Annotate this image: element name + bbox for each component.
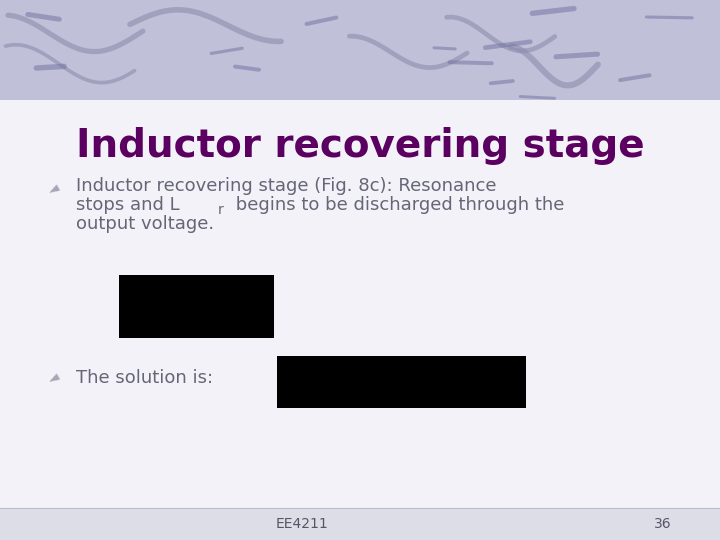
Text: ◄: ◄ (46, 180, 62, 198)
Bar (0, 70, 720, 508)
Text: ◄: ◄ (46, 369, 62, 387)
Text: begins to be discharged through the: begins to be discharged through the (230, 196, 564, 214)
Text: r: r (217, 203, 223, 217)
Text: 36: 36 (654, 517, 671, 531)
Bar (277, 356, 526, 408)
Text: Inductor recovering stage (Fig. 8c): Resonance: Inductor recovering stage (Fig. 8c): Res… (76, 177, 496, 195)
Text: output voltage.: output voltage. (76, 215, 214, 233)
Bar (119, 275, 274, 338)
Bar (0, 0, 720, 100)
Text: The solution is:: The solution is: (76, 369, 212, 387)
Bar (0, 508, 720, 540)
Text: Inductor recovering stage: Inductor recovering stage (76, 127, 644, 165)
Text: stops and L: stops and L (76, 196, 179, 214)
Text: EE4211: EE4211 (276, 517, 329, 531)
